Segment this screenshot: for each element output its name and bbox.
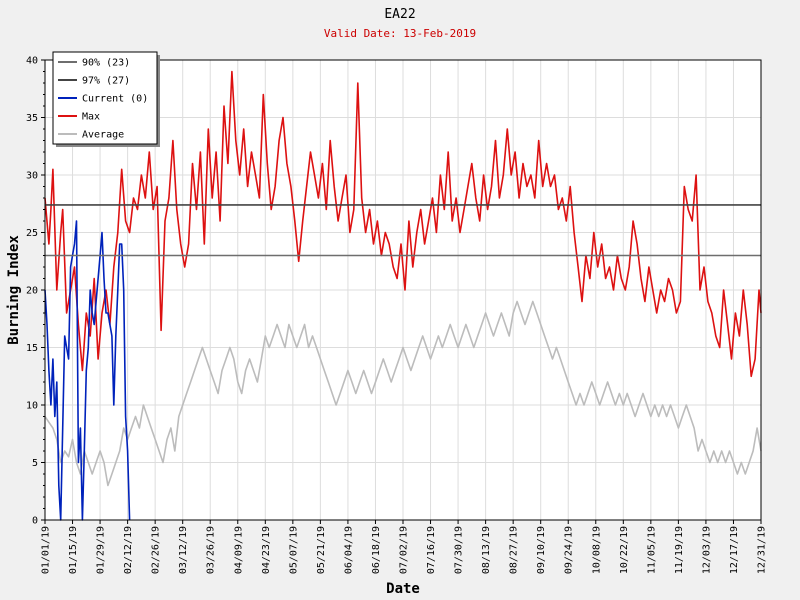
x-tick-label: 06/04/19 [343,526,354,574]
x-tick-label: 05/21/19 [316,526,327,574]
x-tick-label: 04/09/19 [233,526,244,574]
threshold-layer [45,204,761,257]
y-tick-label: 0 [32,516,38,527]
x-tick-label: 02/12/19 [123,526,134,574]
legend-label: 97% (27) [82,76,130,87]
x-tick-label: 07/16/19 [426,526,437,574]
legend: 90% (23) 97% (27) Current (0) Max Average [52,51,160,147]
x-tick-label: 11/19/19 [674,526,685,574]
legend-label: Average [82,130,124,141]
x-tick-label: 03/26/19 [206,526,217,574]
chart-subtitle: Valid Date: 13-Feb-2019 [324,27,476,40]
y-tick-label: 35 [26,113,38,124]
y-tick-label: 5 [32,458,38,469]
x-tick-label: 09/24/19 [564,526,575,574]
x-tick-label: 07/02/19 [399,526,410,574]
x-tick-label: 07/30/19 [454,526,465,574]
x-tick-label: 01/29/19 [96,526,107,574]
x-tick-label: 08/27/19 [509,526,520,574]
x-tick-label: 12/17/19 [729,526,740,574]
axis-ticks: 0 5 10 15 20 25 30 35 40 01/01/19 01/15/19 01/29/19… [26,56,768,575]
series-line-average [44,300,762,487]
x-tick-label: 10/08/19 [591,526,602,574]
x-tick-label: 01/15/19 [68,526,79,574]
chart-title: EA22 [384,7,415,22]
x-tick-label: 08/13/19 [481,526,492,574]
y-tick-label: 25 [26,228,38,239]
y-tick-label: 20 [26,286,38,297]
x-tick-label: 12/31/19 [757,526,768,574]
legend-label: Current (0) [82,94,148,105]
x-tick-label: 03/12/19 [178,526,189,574]
y-tick-label: 15 [26,343,38,354]
series-layer [44,70,762,521]
x-tick-label: 10/22/19 [619,526,630,574]
y-tick-label: 10 [26,401,38,412]
x-tick-label: 09/10/19 [536,526,547,574]
x-tick-label: 05/07/19 [288,526,299,574]
legend-label: 90% (23) [82,58,130,69]
plot-frame [44,59,762,521]
x-tick-label: 01/01/19 [41,526,52,574]
legend-box [52,51,158,145]
x-axis-label: Date [386,581,420,597]
x-tick-label: 12/03/19 [701,526,712,574]
x-tick-label: 02/26/19 [151,526,162,574]
series-line-current [44,220,131,521]
y-axis-label: Burning Index [6,235,22,345]
series-line-max [44,70,762,378]
legend-label: Max [82,112,100,123]
x-tick-label: 04/23/19 [261,526,272,574]
y-tick-label: 30 [26,171,38,182]
x-tick-label: 06/18/19 [371,526,382,574]
y-tick-label: 40 [26,56,38,67]
x-tick-label: 11/05/19 [646,526,657,574]
